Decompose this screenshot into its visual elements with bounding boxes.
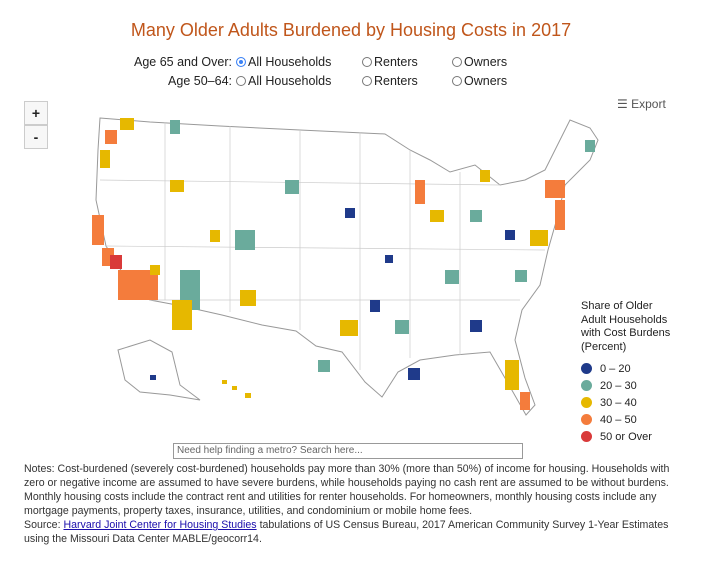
export-button[interactable]: ☰ Export [617,97,666,111]
radio-label: Renters [374,55,418,69]
radio-label: Owners [464,55,508,69]
legend: Share of Older Adult Households with Cost … [581,300,670,445]
radio-label: All Households [248,74,332,88]
legend-item: 20 – 30 [581,377,670,394]
radio-button[interactable] [452,76,462,86]
radio-button[interactable] [452,57,462,67]
legend-title: with Cost Burdens [581,327,671,339]
radio-button[interactable] [236,57,246,67]
notes: Notes: Cost-burdened (severely cost-burd… [24,462,684,546]
legend-label: 30 – 40 [600,396,637,409]
radio-label: Renters [374,74,418,88]
radio-option[interactable]: All Households [236,55,331,69]
source-prefix: Source: [24,519,61,531]
radio-option[interactable]: Renters [362,55,418,69]
legend-swatch [581,380,592,391]
radio-button[interactable] [362,57,372,67]
radio-option[interactable]: Owners [452,74,507,88]
notes-text: Notes: Cost-burdened (severely cost-burd… [24,463,670,517]
legend-title: Share of Older [581,300,653,312]
radio-label: Owners [464,74,508,88]
control-label: Age 65 and Over: [134,55,232,69]
radio-option[interactable]: Renters [362,74,418,88]
radio-option[interactable]: Owners [452,55,507,69]
radio-option[interactable]: All Households [236,74,331,88]
radio-button[interactable] [362,76,372,86]
export-label: Export [631,97,666,111]
search-box[interactable]: Need help finding a metro? Search here..… [173,443,523,459]
legend-title: (Percent) [581,340,627,353]
legend-item: 40 – 50 [581,411,670,428]
title: Many Older Adults Burdened by Housing Co… [130,20,572,40]
legend-swatch [581,431,592,442]
control-row: Age 50–64: All Households Renters Owners [0,74,702,92]
legend-item: 50 or Over [581,428,670,445]
zoom-in[interactable]: + [24,101,48,125]
metro-areas [92,118,595,410]
legend-title: Adult Households [581,313,668,326]
legend-item: 30 – 40 [581,394,670,411]
source-text: tabulations of US Census Bureau, 2017 Am… [24,519,669,545]
legend-label: 40 – 50 [600,413,637,426]
legend-swatch [581,414,592,425]
legend-label: 0 – 20 [600,362,631,375]
legend-label: 20 – 30 [600,379,637,392]
radio-button[interactable] [236,76,246,86]
legend-swatch [581,363,592,374]
state-borders [99,122,546,370]
hawaii [222,380,251,398]
alaska [117,339,201,401]
source-link[interactable]: Harvard Joint Center for Housing Studies [63,519,257,531]
zoom-out[interactable]: - [24,125,48,149]
legend-item: 0 – 20 [581,360,670,377]
legend-label: 50 or Over [600,430,652,443]
control-row: Age 65 and Over: All Households Renters Own… [0,55,702,73]
radio-label: All Households [248,55,332,69]
control-label: Age 50–64: [168,74,232,88]
us-outline [95,117,599,416]
legend-swatch [581,397,592,408]
